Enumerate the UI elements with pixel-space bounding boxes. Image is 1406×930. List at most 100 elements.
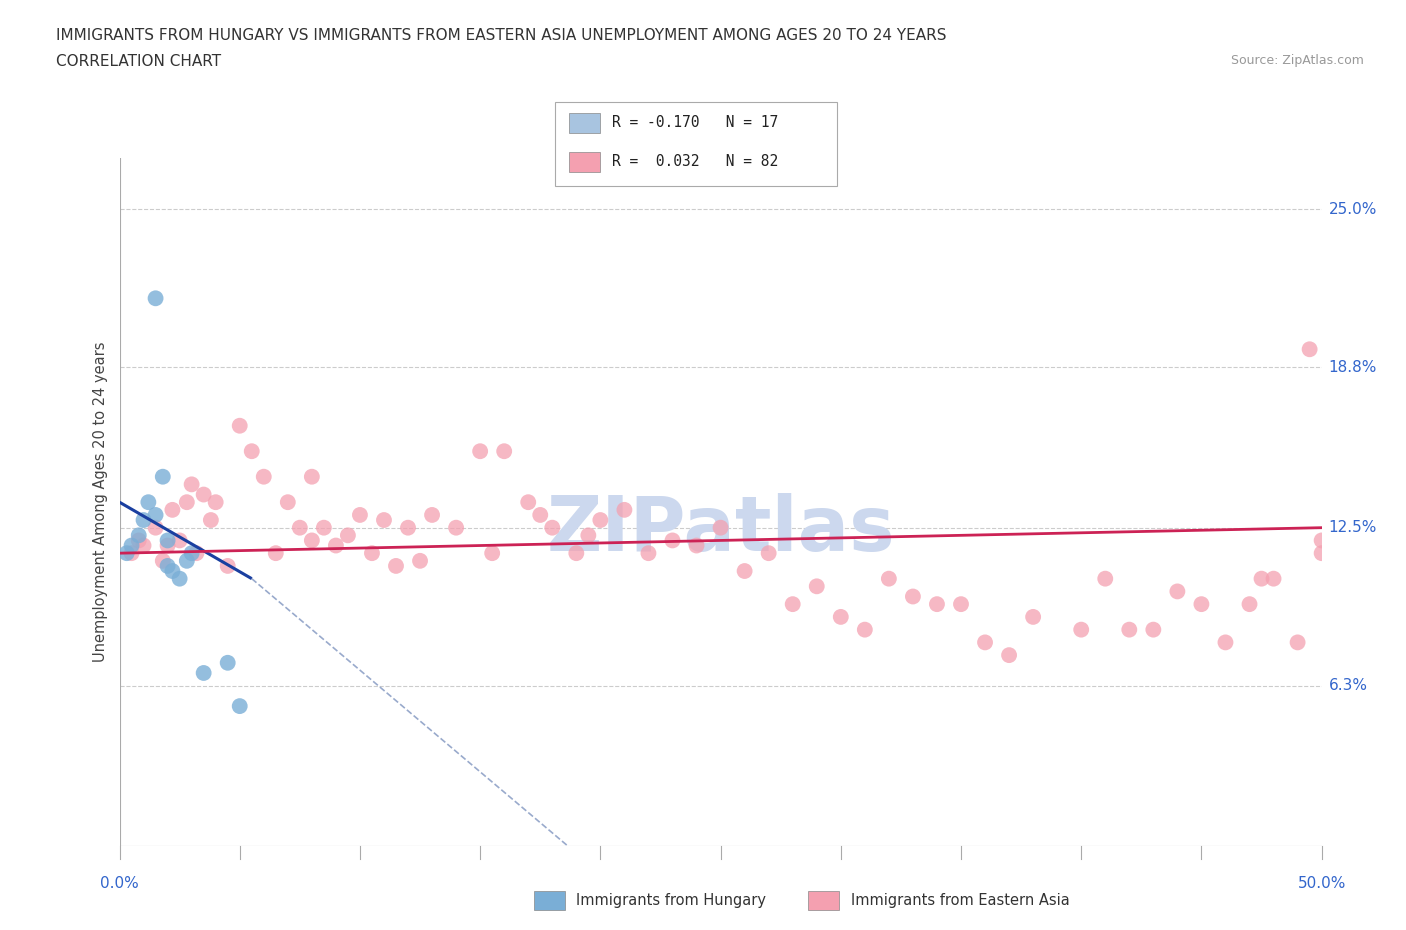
Text: 0.0%: 0.0% [100,876,139,891]
Point [1142,622,1164,637]
Point [361,546,384,561]
Y-axis label: Unemployment Among Ages 20 to 24 years: Unemployment Among Ages 20 to 24 years [93,342,108,662]
Point [325,538,347,553]
Point [998,647,1021,662]
Text: 18.8%: 18.8% [1329,360,1376,375]
Point [613,502,636,517]
Point [901,589,924,604]
Point [734,564,756,578]
Text: R = -0.170   N = 17: R = -0.170 N = 17 [612,115,778,130]
Point [661,533,683,548]
Point [830,609,852,624]
Point [782,597,804,612]
Point [1310,546,1333,561]
Point [145,508,167,523]
Point [132,512,155,527]
Point [1286,635,1309,650]
Point [138,495,160,510]
Point [162,564,184,578]
Text: 6.3%: 6.3% [1329,678,1368,693]
Point [264,546,287,561]
Point [468,444,492,458]
Point [565,546,588,561]
Text: Source: ZipAtlas.com: Source: ZipAtlas.com [1230,54,1364,67]
Point [336,528,359,543]
Point [494,444,516,458]
Point [1250,571,1272,586]
Point [1189,597,1212,612]
Point [145,520,167,535]
Text: Immigrants from Eastern Asia: Immigrants from Eastern Asia [851,893,1070,908]
Point [1239,597,1261,612]
Text: 25.0%: 25.0% [1329,202,1376,217]
Point [169,571,191,586]
Point [228,418,250,433]
Point [444,520,467,535]
Point [128,533,150,548]
Point [228,698,250,713]
Point [193,487,215,502]
Point [974,635,997,650]
Text: 50.0%: 50.0% [1298,876,1346,891]
Point [186,546,208,561]
Point [288,520,311,535]
Point [132,538,155,553]
Point [156,533,179,548]
Point [1215,635,1237,650]
Point [301,470,323,485]
Point [176,495,198,510]
Point [217,656,239,671]
Point [949,597,972,612]
Point [541,520,564,535]
Point [1022,609,1045,624]
Point [589,512,612,527]
Point [156,559,179,574]
Point [240,444,263,458]
Point [373,512,395,527]
Point [877,571,900,586]
Point [385,559,408,574]
Point [420,508,443,523]
Point [1298,342,1320,357]
Point [193,666,215,681]
Point [1118,622,1140,637]
Text: Immigrants from Hungary: Immigrants from Hungary [576,893,766,908]
Point [925,597,948,612]
Point [349,508,371,523]
Text: R =  0.032   N = 82: R = 0.032 N = 82 [612,154,778,169]
Point [169,533,191,548]
Point [1070,622,1092,637]
Point [481,546,503,561]
Point [156,538,179,553]
Point [204,495,226,510]
Point [1094,571,1116,586]
Point [121,546,143,561]
Point [217,559,239,574]
Point [180,546,202,561]
Point [709,520,731,535]
Point [1263,571,1285,586]
Point [517,495,540,510]
Point [409,553,432,568]
Point [637,546,659,561]
Text: IMMIGRANTS FROM HUNGARY VS IMMIGRANTS FROM EASTERN ASIA UNEMPLOYMENT AMONG AGES : IMMIGRANTS FROM HUNGARY VS IMMIGRANTS FR… [56,28,946,43]
Point [180,477,202,492]
Point [145,291,167,306]
Point [1310,533,1333,548]
Point [128,528,150,543]
Point [396,520,419,535]
Point [301,533,323,548]
Point [277,495,299,510]
Point [152,470,174,485]
Point [576,528,599,543]
Text: ZIPatlas: ZIPatlas [547,493,894,566]
Text: 12.5%: 12.5% [1329,520,1376,535]
Point [806,578,828,593]
Point [200,512,222,527]
Point [121,538,143,553]
Point [176,553,198,568]
Point [685,538,707,553]
Point [115,546,138,561]
Point [1166,584,1188,599]
Point [758,546,780,561]
